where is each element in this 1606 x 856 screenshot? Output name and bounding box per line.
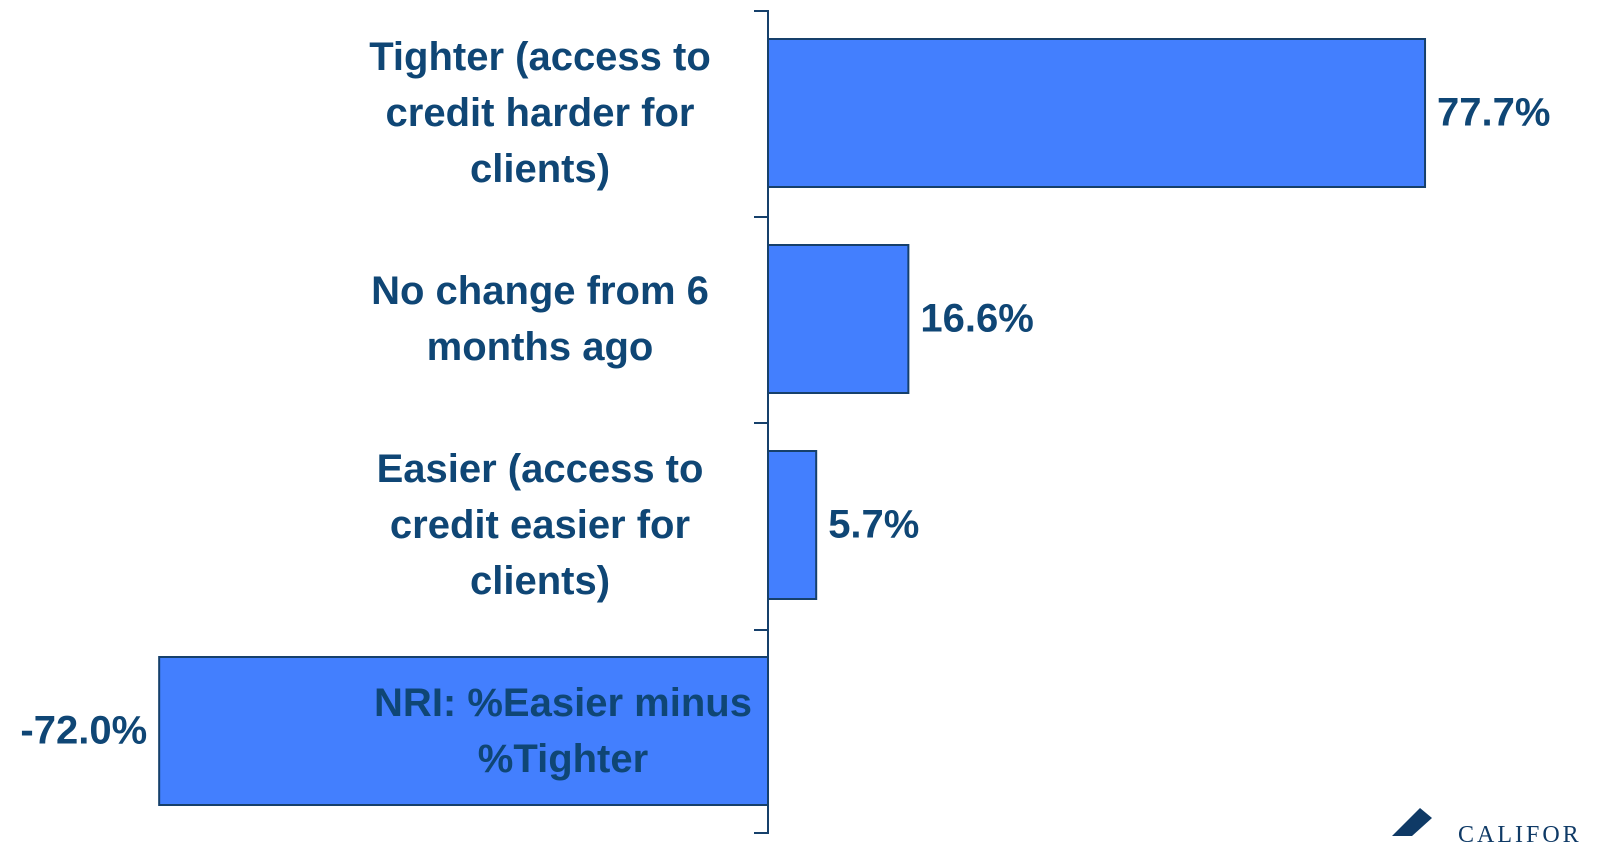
bar	[767, 450, 818, 600]
bar	[767, 244, 910, 394]
value-label: 77.7%	[1437, 90, 1551, 135]
logo-mark	[1392, 808, 1432, 836]
category-label: Tighter (access to credit harder for cli…	[369, 35, 711, 191]
category-label: Easier (access to credit easier for clie…	[376, 447, 704, 603]
category-ticks	[754, 10, 768, 834]
value-label: 5.7%	[828, 502, 920, 547]
logo-text: CALIFOR	[1458, 822, 1582, 848]
value-label: -72.0%	[20, 708, 148, 753]
category-label: No change from 6 months ago	[371, 269, 709, 369]
value-label: 16.6%	[920, 296, 1034, 341]
bar	[767, 38, 1427, 188]
category-label: NRI: %Easier minus %Tighter	[374, 681, 752, 781]
bar	[158, 656, 769, 806]
